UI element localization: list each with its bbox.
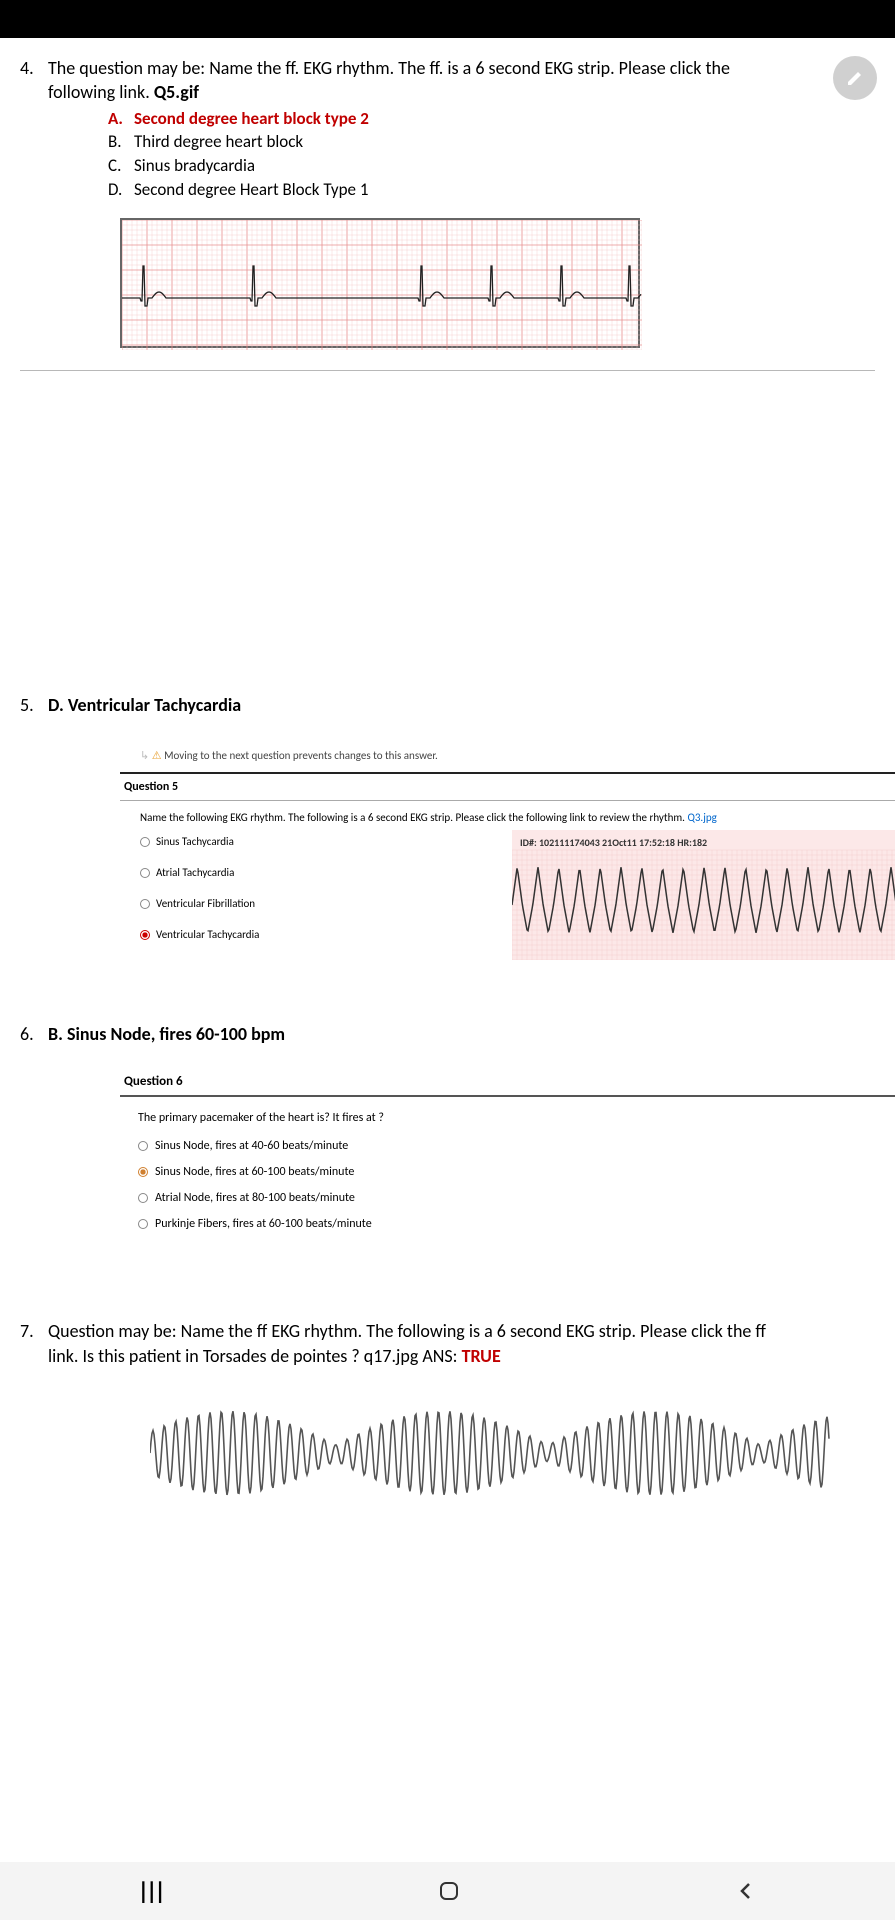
q5-option-label: Sinus Tachycardia xyxy=(156,835,234,848)
q6-answer: B. Sinus Node, fires 60-100 bpm xyxy=(48,1022,875,1046)
divider xyxy=(20,370,875,371)
question-5: 5. D. Ventricular Tachycardia ↳ ⚠ Moving… xyxy=(20,693,875,970)
radio-icon xyxy=(138,1193,148,1203)
q5-text: Name the following EKG rhythm. The follo… xyxy=(120,801,895,830)
status-bar xyxy=(0,0,895,38)
q6-option[interactable]: Atrial Node, fires at 80-100 beats/minut… xyxy=(120,1185,895,1211)
q7-ekg-strip xyxy=(150,1398,830,1498)
radio-icon xyxy=(138,1141,148,1151)
android-nav-bar: ||| xyxy=(0,1862,895,1920)
q6-option-label: Sinus Node, fires at 60-100 beats/minute xyxy=(155,1165,354,1179)
q5-title: Question 5 xyxy=(120,772,895,801)
q5-option-label: Atrial Tachycardia xyxy=(156,866,234,879)
radio-icon xyxy=(138,1219,148,1229)
question-4: 4. The question may be: Name the ff. EKG… xyxy=(20,56,875,348)
q4-option: C.Sinus bradycardia xyxy=(108,154,875,178)
q4-number: 4. xyxy=(20,56,48,105)
home-button[interactable] xyxy=(438,1880,460,1902)
warning-icon: ⚠ xyxy=(152,749,162,762)
q6-number: 6. xyxy=(20,1022,48,1046)
q4-option: D.Second degree Heart Block Type 1 xyxy=(108,178,875,202)
question-7: 7. Question may be: Name the ff EKG rhyt… xyxy=(20,1319,875,1498)
recent-apps-button[interactable]: ||| xyxy=(138,1877,163,1906)
q6-option[interactable]: Sinus Node, fires at 60-100 beats/minute xyxy=(120,1159,895,1185)
q6-text: The primary pacemaker of the heart is? I… xyxy=(120,1097,895,1133)
q5-warning-text: Moving to the next question prevents cha… xyxy=(164,749,438,762)
q7-line2: link. Is this patient in Torsades de poi… xyxy=(48,1345,462,1367)
q6-option-label: Sinus Node, fires at 40-60 beats/minute xyxy=(155,1139,348,1153)
q5-ekg-label: ID#: 102111174043 21Oct11 17:52:18 HR:18… xyxy=(520,836,707,849)
q6-option[interactable]: Purkinje Fibers, fires at 60-100 beats/m… xyxy=(120,1211,895,1237)
back-button[interactable] xyxy=(735,1880,757,1902)
radio-icon xyxy=(140,899,150,909)
q4-prompt-line1: The question may be: Name the ff. EKG rh… xyxy=(48,57,730,79)
q4-prompt-line2: following link. xyxy=(48,81,154,103)
radio-icon xyxy=(140,868,150,878)
radio-icon xyxy=(138,1167,148,1177)
q5-option-label: Ventricular Fibrillation xyxy=(156,897,255,910)
q5-prompt: Name the following EKG rhythm. The follo… xyxy=(140,811,687,824)
q5-number: 5. xyxy=(20,693,48,717)
q6-option-label: Purkinje Fibers, fires at 60-100 beats/m… xyxy=(155,1217,372,1231)
q4-ekg-strip xyxy=(120,218,640,348)
edit-button[interactable] xyxy=(833,56,877,100)
pencil-icon xyxy=(845,68,865,88)
q7-number: 7. xyxy=(20,1319,48,1368)
question-6: 6. B. Sinus Node, fires 60-100 bpm Quest… xyxy=(20,1022,875,1237)
radio-icon xyxy=(140,930,150,940)
q5-ekg-strip: ID#: 102111174043 21Oct11 17:52:18 HR:18… xyxy=(512,830,895,960)
radio-icon xyxy=(140,837,150,847)
q4-option: A.Second degree heart block type 2 xyxy=(108,107,875,131)
q5-answer: D. Ventricular Tachycardia xyxy=(48,693,875,717)
q7-line1: Question may be: Name the ff EKG rhythm.… xyxy=(48,1320,766,1342)
q4-link[interactable]: Q5.gif xyxy=(154,81,199,103)
q6-option-label: Atrial Node, fires at 80-100 beats/minut… xyxy=(155,1191,355,1205)
q6-option[interactable]: Sinus Node, fires at 40-60 beats/minute xyxy=(120,1133,895,1159)
q7-answer: TRUE xyxy=(462,1345,501,1367)
q4-option: B.Third degree heart block xyxy=(108,130,875,154)
q6-title: Question 6 xyxy=(120,1068,895,1097)
q5-warning-row: ↳ ⚠ Moving to the next question prevents… xyxy=(120,745,895,772)
q5-option-label: Ventricular Tachycardia xyxy=(156,928,259,941)
q5-link[interactable]: Q3.jpg xyxy=(687,811,716,824)
